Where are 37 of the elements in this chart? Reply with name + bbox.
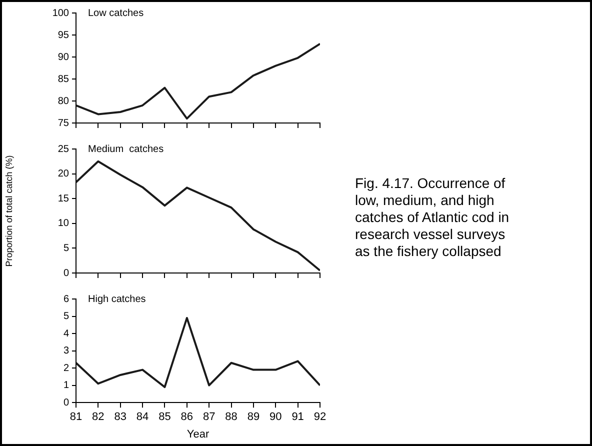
y-tick-label: 100 [52,8,70,19]
y-tick-label: 95 [58,30,70,41]
x-tick-label: 82 [92,411,104,424]
x-tick-label: 86 [180,411,194,424]
y-tick-label: 0 [63,397,70,408]
x-tick-label: 88 [225,411,238,424]
x-tick-label: 84 [136,411,149,424]
y-tick-label: 80 [58,96,70,107]
y-tick-label: 4 [63,328,70,340]
x-tick-label: 83 [114,411,126,424]
y-tick-label: 5 [63,242,70,254]
y-tick-label: 25 [58,144,70,155]
x-tick-label: 81 [70,411,82,424]
x-tick-label: 85 [158,411,171,424]
y-tick-label: 85 [58,74,70,85]
chart-title: High catches [88,294,146,305]
chart-title: Medium catches [88,144,164,155]
y-tick-label: 15 [58,193,70,204]
x-tick-label: 90 [270,411,282,424]
x-tick-label: 92 [314,411,326,424]
y-tick-label: 0 [63,268,70,279]
caption: Fig. 4.17. Occurrence of low, medium, and high catches of Atlantic cod in research vessel surveys as the fishery collapsed [355,175,510,260]
x-axis-title: Year [186,428,210,440]
y-axis-title: Proportion of total catch (%) [4,155,14,267]
y-tick-label: 90 [58,52,70,63]
y-tick-label: 10 [58,218,70,230]
x-tick-label: 91 [292,411,304,424]
y-tick-label: 3 [63,346,70,357]
y-tick-label: 1 [63,380,70,392]
x-tick-label: 89 [247,411,260,424]
y-tick-label: 5 [63,311,70,322]
x-tick-label: 87 [202,411,216,424]
y-tick-label: 2 [63,362,70,374]
y-tick-label: 6 [63,294,70,305]
y-tick-label: 20 [58,168,70,180]
y-tick-label: 75 [58,118,70,129]
chart-title: Low catches [88,8,144,19]
